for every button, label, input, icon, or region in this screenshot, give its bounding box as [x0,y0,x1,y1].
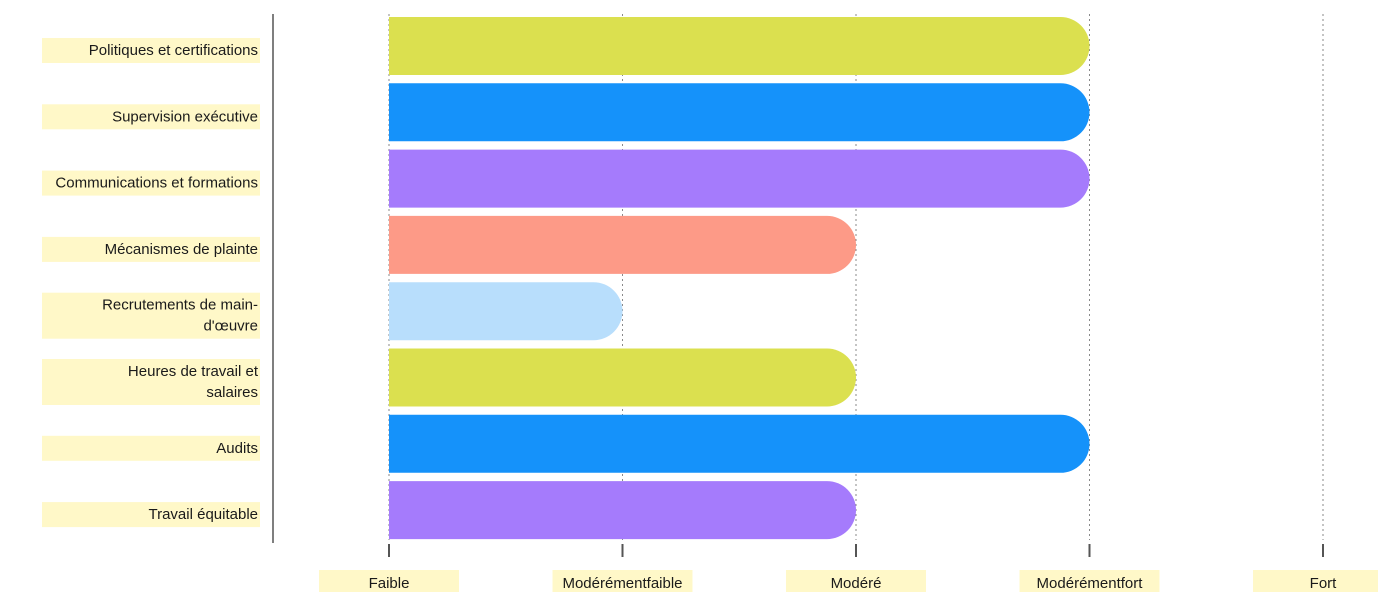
category-label-bg [42,435,260,461]
category-label-bg [42,236,260,262]
category-label: Heures de travail et salaires [42,359,260,405]
category-label-bg [42,170,260,196]
x-tick-label: Faible [319,570,459,592]
x-tick-label: Modéré [786,570,926,592]
category-label: Communications et formations [42,170,260,196]
x-tick-label-bg [786,570,926,592]
category-label-text: Communications et formations [55,175,258,192]
category-label-bg [42,502,260,528]
category-label-bg [42,359,260,405]
category-label-text: Politiques et certifications [89,42,258,59]
category-label-text: d'œuvre [203,318,258,335]
x-tick-label: Modérémentfort [1019,570,1160,592]
category-label-text: Mécanismes de plainte [105,241,258,258]
bar [389,348,856,407]
category-label: Travail équitable [42,502,260,528]
category-label: Mécanismes de plainte [42,236,260,262]
x-tick-label-text: Modérémentfaible [562,575,682,592]
category-label-bg [42,292,260,339]
category-label-text: Recrutements de main- [102,297,258,314]
category-label-text: Supervision exécutive [112,108,258,125]
x-tick-label-text: Faible [369,575,410,592]
bar [389,83,1090,142]
category-label-bg [42,38,260,63]
bar [389,282,623,341]
category-label-text: Audits [216,440,258,457]
category-label: Supervision exécutive [42,104,260,130]
category-label-text: salaires [206,384,258,401]
bar [389,149,1090,208]
bar [389,17,1090,75]
x-tick-label-text: Fort [1310,575,1338,592]
category-labels: Politiques et certifications Supervision … [42,38,260,528]
x-tick-label-bg [552,570,693,592]
category-label-bg [42,104,260,130]
x-tick-label-text: Modéré [831,575,882,592]
category-label: Audits [42,435,260,461]
bar [389,414,1090,473]
category-label-text: Travail équitable [148,506,258,523]
gridlines [388,14,1324,557]
x-tick-label-bg [319,570,459,592]
x-tick-label: Modérémentfaible [552,570,693,592]
bar [389,481,856,540]
x-tick-label-text: Modérémentfort [1037,575,1144,592]
x-tick-label-bg [1253,570,1378,592]
category-label-text: Heures de travail et [128,363,259,380]
bars [389,17,1090,540]
x-tick-label: Fort [1253,570,1378,592]
x-tick-labels: Faible Modérémentfaible Modéré Modérémentfo… [319,570,1378,592]
category-label: Politiques et certifications [42,38,260,63]
bar [389,215,856,274]
category-label: Recrutements de main-d'œuvre [42,292,260,339]
x-tick-label-bg [1019,570,1160,592]
